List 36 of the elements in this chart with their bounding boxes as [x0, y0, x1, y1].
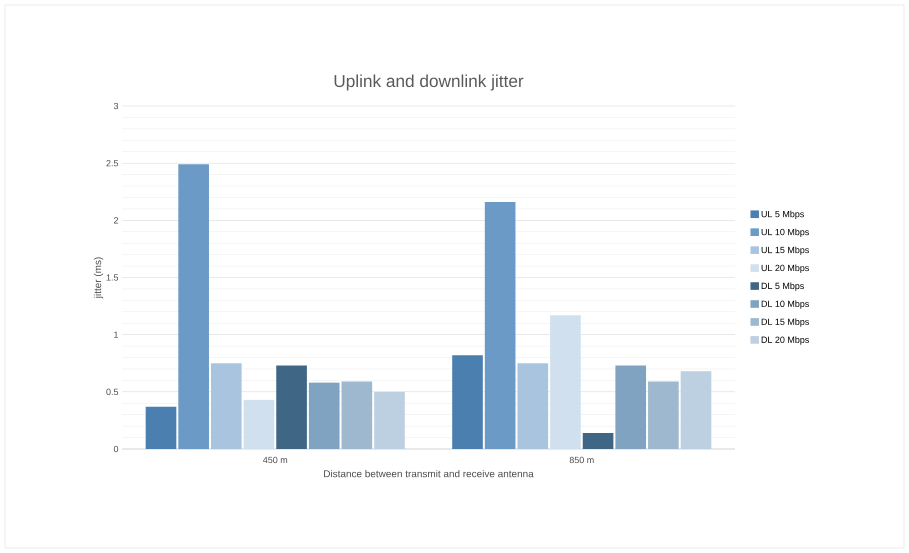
bar	[484, 202, 516, 449]
bar	[342, 382, 372, 449]
bar	[582, 432, 614, 449]
bar	[452, 355, 483, 449]
x-axis-title: Distance between transmit and receive antenna	[324, 470, 534, 478]
chart-title: Uplink and downlink jitter	[334, 74, 524, 91]
y-tick-label: 0.5	[106, 388, 118, 396]
bar	[680, 371, 712, 449]
y-tick-label: 1	[114, 332, 118, 338]
legend-label: UL 5 Mbps	[762, 210, 804, 220]
bar	[550, 315, 581, 449]
x-tick-label: 850 m	[570, 456, 594, 464]
y-tick-label: 2	[114, 217, 118, 224]
bar	[648, 382, 679, 449]
legend-label: DL 5 Mbps	[762, 282, 804, 291]
bar	[308, 382, 340, 449]
legend-label: DL 15 Mbps	[762, 318, 809, 327]
legend-label: DL 20 Mbps	[762, 336, 809, 345]
x-tick-label: 450 m	[262, 456, 288, 464]
y-tick-label: 0	[114, 446, 118, 452]
legend-label: UL 10 Mbps	[762, 228, 809, 237]
legend-label: DL 10 Mbps	[762, 300, 809, 309]
y-tick-label: 3	[114, 102, 118, 110]
legend-label: UL 15 Mbps	[762, 246, 809, 255]
bar	[178, 164, 209, 449]
legend-label: UL 20 Mbps	[762, 264, 809, 273]
bar	[374, 392, 405, 449]
bar	[517, 363, 548, 449]
y-tick-label: 2.5	[106, 160, 118, 166]
bar	[210, 363, 242, 449]
bar	[146, 406, 176, 449]
y-axis-title: jitter (ms)	[94, 257, 104, 298]
y-tick-label: 1.5	[106, 274, 118, 281]
bar	[276, 366, 307, 449]
bar	[615, 366, 646, 449]
bar	[244, 400, 274, 449]
